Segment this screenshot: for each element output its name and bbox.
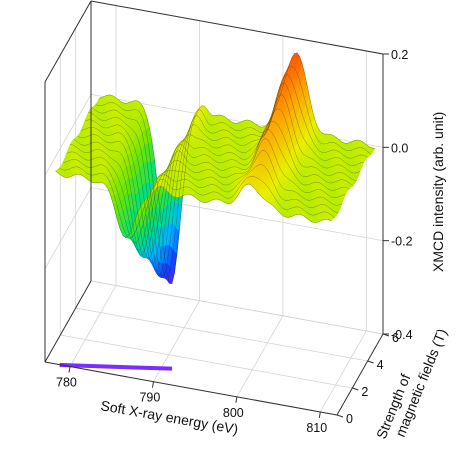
x-tick-mark — [318, 411, 321, 419]
x-tick-label: 780 — [56, 376, 77, 390]
spectrum-line — [95, 65, 372, 280]
spectrum-line — [59, 166, 335, 239]
z-tick-label: -0.2 — [391, 235, 413, 249]
spectrum-line — [62, 159, 339, 244]
spectrum-line — [66, 150, 342, 251]
spectrum-line — [84, 94, 361, 271]
z-axis-title: XMCD intensity (arb. unit) — [430, 112, 446, 272]
spectrum-line — [88, 82, 364, 277]
x-tick-mark — [151, 381, 154, 388]
floor-gridline-x — [319, 330, 367, 413]
spectrum-line — [55, 170, 332, 238]
box-edge — [336, 333, 384, 416]
x-tick-mark — [68, 366, 71, 373]
spectrum-line — [81, 108, 357, 264]
x-tick-mark — [235, 396, 238, 403]
y-tick-label: 2 — [361, 385, 368, 399]
floor-gridline-x — [69, 285, 117, 367]
x-axis-title: Soft X-ray energy (eV) — [99, 397, 239, 437]
z-tick-label: -0.4 — [391, 328, 413, 342]
y-tick-mark — [336, 414, 344, 418]
x-tick-label: 800 — [223, 406, 244, 420]
side-gridline-z — [44, 94, 92, 176]
z-tick-label: 0.2 — [391, 48, 408, 62]
y-tick-label: 4 — [377, 358, 384, 372]
spectrum-line — [91, 74, 368, 279]
y-tick-mark — [352, 387, 359, 391]
box-edge — [44, 361, 338, 416]
projection-line — [59, 362, 173, 371]
spectrum-line — [77, 121, 353, 259]
surface-layer — [55, 52, 376, 285]
y-tick-label: 6 — [392, 331, 399, 345]
spectrum-line — [99, 52, 375, 284]
y-tick-mark — [367, 360, 374, 364]
x-tick-label: 790 — [139, 391, 160, 405]
z-tick-label: 0.0 — [391, 141, 408, 155]
spectrum-line — [73, 129, 350, 258]
back-gridline-z — [90, 280, 384, 335]
box-edge — [90, 0, 384, 55]
floor-gridline-y — [75, 307, 368, 362]
projection-line-layer — [59, 362, 173, 371]
floor-gridline-y — [60, 334, 353, 389]
box-edges — [44, 0, 384, 416]
side-gridline-z — [44, 187, 92, 269]
box-edge — [44, 280, 92, 363]
surface-patch — [328, 216, 334, 222]
floor-gridline-x — [236, 315, 284, 398]
box-edge — [44, 0, 92, 83]
y-tick-label: 0 — [346, 412, 353, 426]
x-tick-label: 810 — [306, 421, 327, 435]
spectrum-line — [70, 138, 346, 256]
